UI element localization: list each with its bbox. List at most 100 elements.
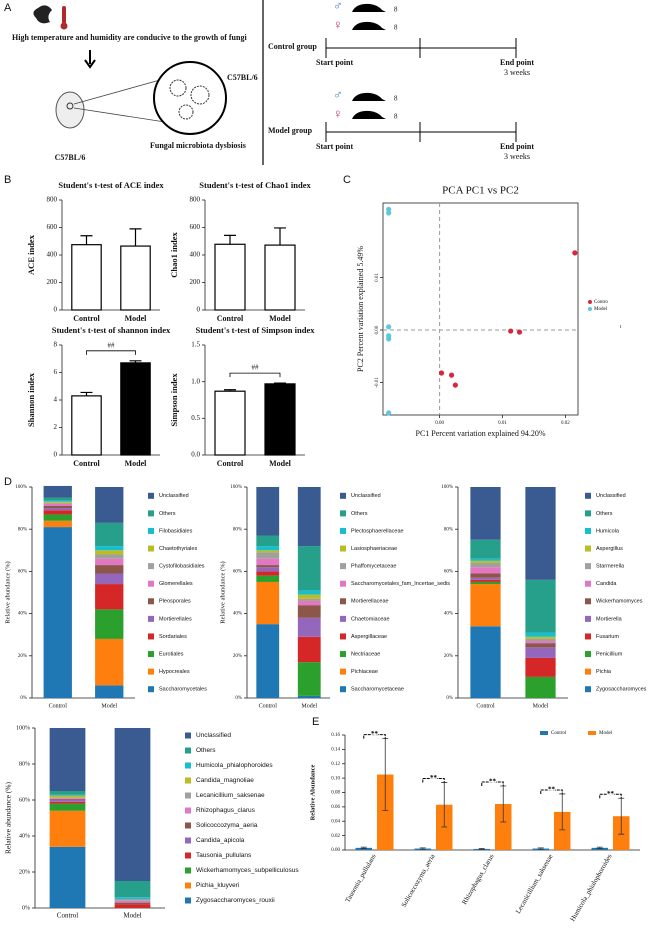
legend-label: Filobasidiales (159, 528, 193, 534)
x-tick-label: Control (73, 314, 100, 323)
y-tick-label: 600 (47, 223, 58, 231)
mouse-icon (352, 92, 386, 101)
x-tick-label: Tausonia_pullulans (344, 853, 378, 904)
bar-segment (43, 485, 72, 498)
y-axis-label: Relative abundance (%) (4, 781, 13, 854)
caption: High temperature and humidity are conduc… (12, 33, 247, 42)
thermometer-icon (62, 6, 66, 24)
bar-segment (43, 508, 72, 511)
legend-label: Unclassified (351, 493, 381, 499)
x-tick-label: 0.02 (561, 421, 570, 426)
end-label: End point (500, 142, 534, 151)
y-axis-label: Relative abundance (%) (4, 561, 11, 623)
legend-swatch (185, 792, 191, 799)
bar-segment (43, 500, 72, 502)
legend-swatch (340, 633, 346, 640)
chart-title: Student's t-test of ACE index (58, 180, 164, 190)
bar-segment (256, 581, 280, 625)
legend-label: Control (551, 731, 567, 736)
legend-swatch (340, 668, 346, 675)
y-tick-label: 60% (233, 570, 242, 575)
diagram: High temperature and humidity are conduc… (12, 0, 534, 165)
legend-label: Pleosporales (159, 599, 191, 605)
bar-segment (95, 685, 124, 698)
bar-segment (256, 624, 280, 698)
legend-label: Rhizophagus_clarus (196, 807, 256, 814)
legend-label: Pichia_kluyveri (196, 882, 239, 889)
legend-label: Eurotiales (159, 651, 184, 657)
bar-segment (525, 638, 556, 642)
legend-swatch (585, 527, 591, 534)
y-tick-label: 0 (197, 306, 201, 314)
chart-title: Student's t-test of Simpson index (195, 325, 315, 335)
x-tick-label: Control (217, 459, 244, 468)
bar-segment (49, 798, 86, 800)
y-tick-label: 20% (19, 869, 30, 875)
y-tick-label: 0.14 (331, 748, 340, 753)
y-tick-label: 200 (47, 278, 58, 286)
bar-segment (114, 900, 151, 903)
legend-swatch (185, 762, 191, 769)
bar-segment (95, 546, 124, 551)
bar-segment (43, 503, 72, 506)
bar-segment (525, 657, 556, 677)
legend-label: Mortierellaceae (351, 599, 389, 605)
panel-label: C (343, 174, 351, 186)
bar-segment (525, 676, 556, 698)
y-tick-label: 20% (444, 654, 453, 659)
bar-segment (43, 510, 72, 515)
legend-label: Wickerhamomyces_subpelliculosus (196, 867, 299, 874)
error-bar (419, 847, 426, 850)
bar-segment (297, 590, 321, 595)
y-tick-label: 200 (190, 278, 201, 286)
bar-segment (49, 791, 86, 795)
significance-label: ** (548, 786, 556, 794)
significance-label: ** (371, 730, 379, 738)
bar-segment (95, 609, 124, 639)
legend-label: Saccharomycetales (159, 687, 207, 693)
bar-segment (43, 527, 72, 698)
bar-segment (470, 579, 501, 582)
significance-label: ** (607, 790, 615, 798)
y-tick-label: 400 (190, 251, 201, 259)
legend-swatch (585, 545, 591, 552)
bar-segment (49, 795, 86, 798)
plot-frame (382, 202, 579, 416)
x-tick-label: Lecanicillium_saksenae (514, 853, 555, 915)
y-tick-label: 0.06 (331, 805, 340, 810)
count: 8 (394, 113, 398, 121)
bar-segment (525, 487, 556, 580)
bar (214, 243, 246, 311)
legend-swatch (585, 651, 591, 658)
legend-swatch (585, 510, 591, 517)
legend-label: Cystofilobasidiales (159, 564, 205, 570)
legend-label: Nectriaceae (351, 651, 380, 657)
legend-swatch (340, 563, 346, 570)
bar (376, 774, 394, 850)
legend-swatch (148, 580, 154, 587)
bar-segment (95, 565, 124, 574)
legend-label: Contro (594, 300, 608, 305)
count: 8 (394, 24, 398, 32)
legend-swatch (148, 563, 154, 570)
count: 8 (394, 95, 398, 103)
bar-segment (43, 520, 72, 528)
group-name: Control group (268, 42, 317, 51)
y-tick-label: 4 (54, 396, 58, 404)
x-axis-label: PC1 Percent variation explained 94.20% (416, 429, 546, 438)
error-bar (537, 847, 544, 850)
y-tick-label: 60% (19, 797, 30, 803)
significance-label: ** (489, 778, 497, 786)
error-bar (274, 382, 286, 384)
point (508, 328, 514, 334)
y-tick-label: 20% (18, 654, 27, 659)
legend-swatch (340, 545, 346, 552)
legend-label: Tausonia_pullulans (196, 852, 252, 859)
bar-segment (525, 579, 556, 633)
legend-swatch (185, 882, 191, 889)
duration: 3 weeks (504, 68, 530, 77)
bar-segment (470, 584, 501, 627)
y-tick-label: 0.00 (331, 848, 340, 853)
x-tick-label: Rhizophagus_clarus (460, 853, 495, 906)
